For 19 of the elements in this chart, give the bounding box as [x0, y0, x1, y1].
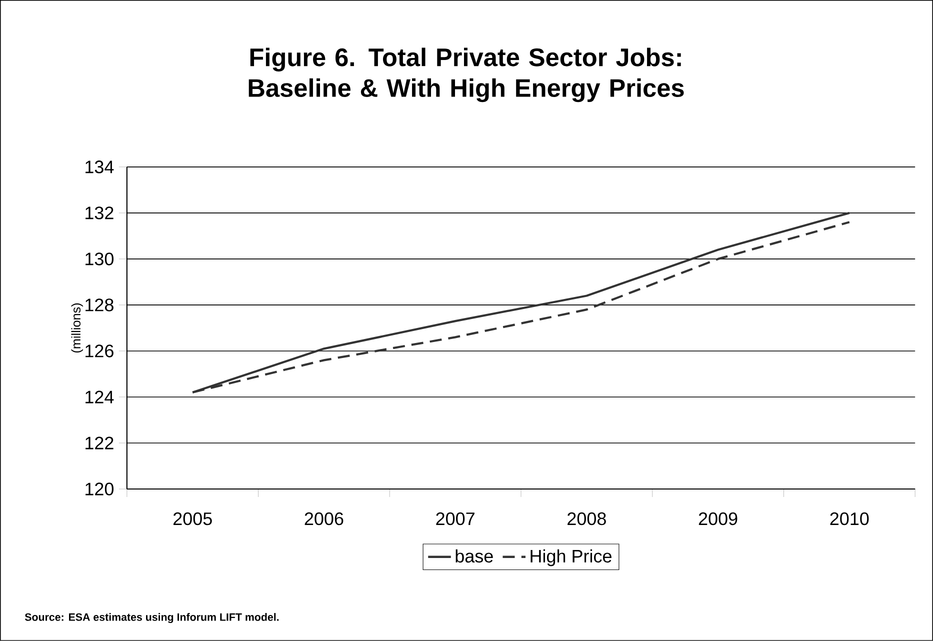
- y-tick-label: 128: [86, 298, 114, 312]
- y-tick-label: 124: [86, 390, 114, 404]
- y-tick-label: 132: [86, 206, 114, 220]
- x-tick-label: 2008: [568, 512, 606, 526]
- x-tick-label: 2005: [173, 512, 212, 526]
- y-tick-label: 122: [86, 436, 114, 450]
- legend-label: High Price: [530, 549, 612, 566]
- legend-label: base: [456, 549, 493, 563]
- x-tick-label: 2007: [436, 512, 474, 526]
- source-note: Source: ESA estimates using Inforum LIFT model.: [24, 613, 279, 624]
- y-tick-label: 130: [86, 252, 114, 266]
- x-tick-label: 2009: [698, 512, 738, 526]
- x-tick-label: 2006: [304, 512, 344, 526]
- y-tick-label: 126: [86, 344, 114, 358]
- chart-title: Figure 6. Total Private Sector Jobs: Baseline & With High Energy Prices: [248, 48, 684, 102]
- y-tick-label: 120: [86, 482, 114, 496]
- y-tick-label: 134: [86, 160, 114, 174]
- y-axis-title: (millions): [71, 303, 84, 353]
- x-tick-label: 2010: [830, 512, 869, 526]
